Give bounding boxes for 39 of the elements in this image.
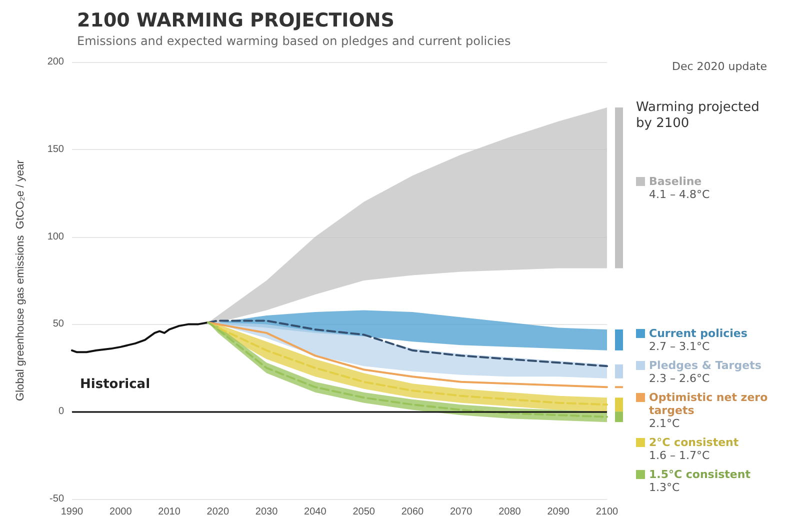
y-tick-label: 200 [47, 56, 64, 68]
text: 2.3 – 2.6°C [648, 372, 711, 385]
chart-title: 2100 WARMING PROJECTIONS [77, 10, 394, 32]
legend-label: Current policies [649, 326, 748, 340]
text: 2.7 – 3.1°C [648, 340, 711, 353]
y-tick-label: 100 [47, 231, 64, 242]
x-tick-label: 2030 [255, 506, 278, 518]
x-tick-label: 2080 [498, 506, 522, 518]
x-tick-label: 2020 [206, 506, 230, 518]
line-series [207, 320, 608, 368]
legend-label: 1.5°C consistent [649, 468, 750, 481]
legend-label: Optimistic net zero targets [649, 390, 769, 417]
x-tick-label: 2000 [110, 506, 132, 518]
text: 4.1 – 4.8°C [648, 188, 711, 201]
x-tick-label: 2070 [450, 506, 473, 518]
legend-label: Baseline [649, 174, 702, 188]
x-tick-label: 2060 [401, 506, 424, 518]
text: 1.6 – 1.7°C [648, 448, 711, 462]
x-tick-label: 2040 [304, 506, 327, 518]
x-tick-label: 2050 [352, 506, 376, 518]
x-tick-label: 2010 [158, 506, 181, 518]
legend-label: 2°C consistent [649, 436, 739, 449]
y-tick-label: 50 [52, 318, 64, 330]
legend-label: Pledges & Targets [649, 358, 762, 372]
x-tick-label: 2090 [547, 506, 570, 518]
y-axis-title: Global greenhouse gas emissions GtCO₂e / year [14, 160, 26, 401]
line-series [71, 321, 210, 354]
chart-subtitle: Emissions and expected warming based on pledges and current policies [77, 34, 511, 48]
x-tick-label: 2100 [596, 506, 619, 518]
y-tick-label: 0 [58, 406, 64, 418]
x-tick-label: 1990 [60, 506, 84, 518]
y-tick-label: 150 [47, 144, 64, 155]
series-label: Historical [80, 377, 150, 392]
text: 1.3°C [648, 480, 681, 494]
y-tick-label: -50 [50, 494, 64, 504]
line-series [207, 321, 608, 388]
text: 2.1°C [648, 416, 681, 430]
text: Warming projected by 2100 [636, 100, 760, 132]
text: Dec 2020 update [672, 60, 768, 73]
